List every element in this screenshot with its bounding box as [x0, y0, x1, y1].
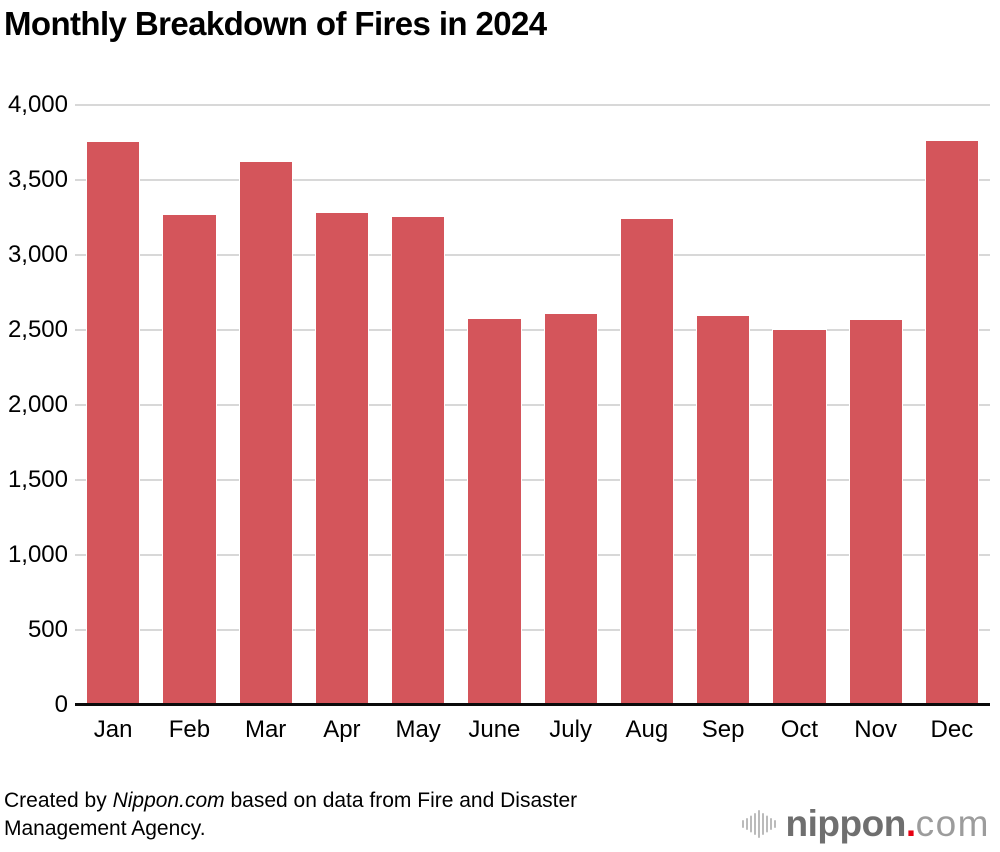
y-tick-label: 3,000 — [7, 241, 68, 268]
gridline — [75, 554, 990, 556]
logo-text: nippon.com — [786, 803, 990, 845]
x-tick-feb: Feb — [168, 716, 211, 743]
bar-slot — [162, 105, 217, 705]
nippon-logo: nippon.com — [741, 803, 990, 845]
bar-aug — [619, 218, 674, 705]
bar-jan — [86, 141, 141, 705]
x-tick-dec: Dec — [930, 716, 974, 743]
bar-feb — [162, 213, 217, 705]
bar-oct — [772, 328, 827, 705]
x-tick-mar: Mar — [244, 716, 287, 743]
y-tick-label: 1,000 — [7, 541, 68, 568]
x-tick-july: July — [549, 716, 592, 743]
soundwave-bars-icon — [741, 809, 776, 839]
gridline — [75, 479, 990, 481]
logo-com-text: com — [915, 803, 990, 844]
x-axis-line — [75, 703, 990, 706]
bar-slot — [314, 105, 369, 705]
bar-june — [467, 318, 522, 705]
bar-slot — [772, 105, 827, 705]
x-tick-nov: Nov — [854, 716, 897, 743]
bar-july — [543, 312, 598, 705]
y-tick-label: 0 — [54, 691, 68, 718]
bar-may — [391, 216, 446, 705]
y-tick-label: 500 — [27, 616, 68, 643]
bar-slot — [391, 105, 446, 705]
x-tick-apr: Apr — [323, 716, 361, 743]
logo-nippon-text: nippon — [785, 803, 907, 844]
gridline — [75, 629, 990, 631]
bars-layer — [75, 105, 990, 705]
bar-slot — [696, 105, 751, 705]
y-tick-label: 2,000 — [7, 391, 68, 418]
y-tick-label: 1,500 — [7, 466, 68, 493]
x-tick-june: June — [468, 716, 521, 743]
gridline — [75, 404, 990, 406]
x-tick-jan: Jan — [93, 716, 133, 743]
bar-slot — [467, 105, 522, 705]
bar-slot — [619, 105, 674, 705]
bar-slot — [848, 105, 903, 705]
bar-sep — [696, 315, 751, 705]
footer-credit: Created by Nippon.com based on data from… — [4, 787, 577, 843]
logo-dot: . — [905, 803, 916, 844]
bar-slot — [924, 105, 979, 705]
credit-suffix-line1: based on data from Fire and Disaster — [224, 789, 578, 812]
gridline — [75, 104, 990, 106]
y-tick-label: 4,000 — [7, 91, 68, 118]
bar-nov — [848, 318, 903, 705]
bar-slot — [543, 105, 598, 705]
bar-mar — [238, 160, 293, 705]
bar-slot — [238, 105, 293, 705]
credit-prefix: Created by — [4, 789, 113, 812]
y-tick-label: 3,500 — [7, 166, 68, 193]
gridline — [75, 329, 990, 331]
y-tick-label: 2,500 — [7, 316, 68, 343]
credit-source: Nippon.com — [112, 789, 225, 812]
y-axis-labels: 0 500 1,000 1,500 2,000 2,500 3,000 3,500 4,000 — [0, 91, 68, 718]
x-tick-may: May — [395, 716, 441, 743]
bar-apr — [314, 211, 369, 705]
gridline — [75, 254, 990, 256]
gridline — [75, 179, 990, 181]
x-tick-sep: Sep — [701, 716, 745, 743]
x-tick-aug: Aug — [625, 716, 669, 743]
plot-area — [75, 104, 990, 706]
page-title: Monthly Breakdown of Fires in 2024 — [4, 5, 547, 42]
credit-suffix-line2: Management Agency. — [4, 817, 206, 840]
x-axis-labels: Jan Feb Mar Apr May June July Aug Sep Oct Nov Dec — [75, 716, 990, 744]
x-tick-oct: Oct — [780, 716, 819, 743]
bar-slot — [86, 105, 141, 705]
bar-dec — [924, 139, 979, 705]
